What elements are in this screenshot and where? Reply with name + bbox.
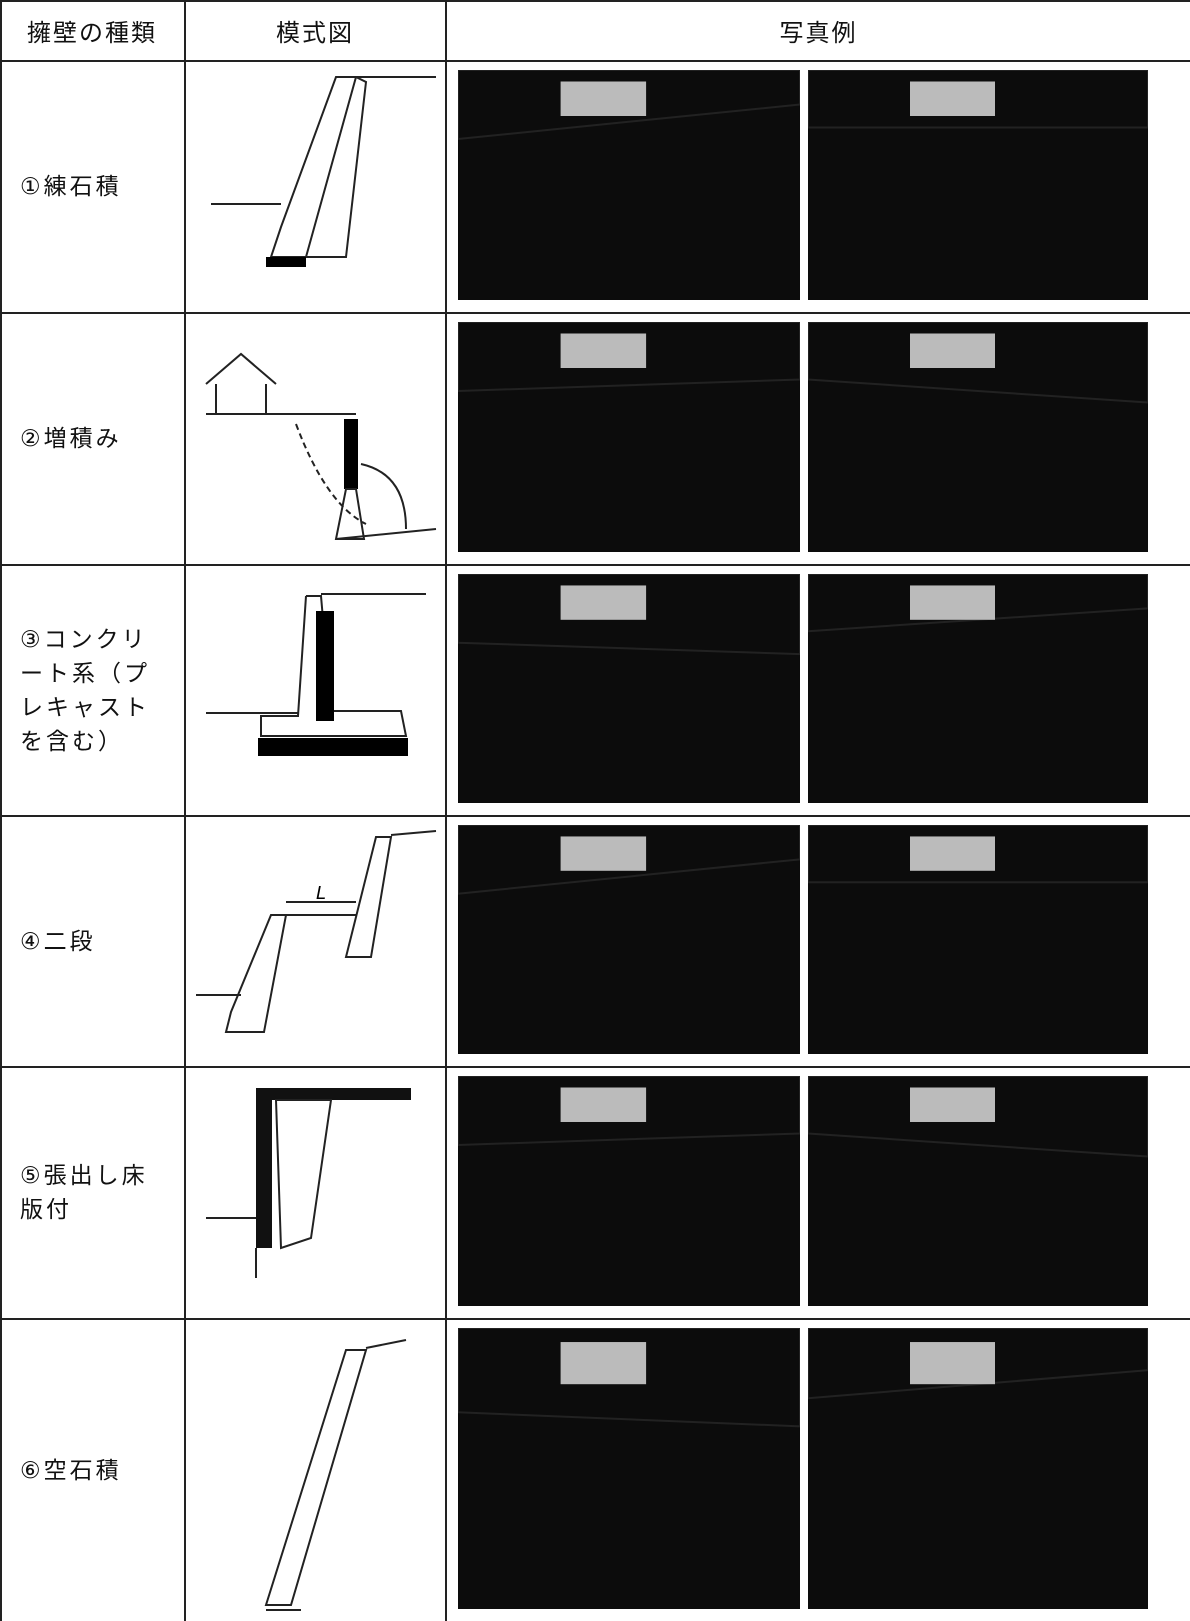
header-cell: 写真例 xyxy=(779,18,858,47)
wall-type: ③コンクリート系（プレキャストを含む） xyxy=(20,626,150,755)
border xyxy=(0,0,2,1621)
photo xyxy=(808,1076,1148,1306)
diagram xyxy=(206,1088,411,1278)
diagram xyxy=(206,593,426,756)
border xyxy=(0,312,1190,314)
dimension-label: L xyxy=(316,883,326,904)
border xyxy=(0,60,1190,62)
header-cell: 擁壁の種類 xyxy=(27,18,157,47)
border xyxy=(0,564,1190,566)
photo xyxy=(458,70,800,300)
header-cell: 模式図 xyxy=(276,18,354,47)
border xyxy=(0,1318,1190,1320)
photo xyxy=(808,825,1148,1054)
diagram xyxy=(211,76,436,267)
wall-type: ⑤張出し床版付 xyxy=(20,1163,148,1223)
border xyxy=(0,0,1190,2)
photo xyxy=(808,70,1148,300)
photo xyxy=(458,1076,800,1306)
photo xyxy=(458,574,800,803)
wall-type: ④二段 xyxy=(20,928,96,955)
wall-type: ⑥空石積 xyxy=(20,1457,122,1484)
photo xyxy=(458,322,800,552)
border xyxy=(184,0,186,1621)
photo xyxy=(808,1328,1148,1609)
diagram xyxy=(264,1339,407,1611)
photo xyxy=(458,825,800,1054)
border xyxy=(0,815,1190,817)
photo xyxy=(458,1328,800,1609)
wall-type: ①練石積 xyxy=(20,174,122,200)
photo xyxy=(808,574,1148,803)
diagram: L xyxy=(196,830,437,1033)
diagram xyxy=(205,352,437,540)
border xyxy=(0,1066,1190,1068)
photo xyxy=(808,322,1148,552)
border xyxy=(445,0,447,1621)
wall-type: ②増積み xyxy=(20,426,122,452)
